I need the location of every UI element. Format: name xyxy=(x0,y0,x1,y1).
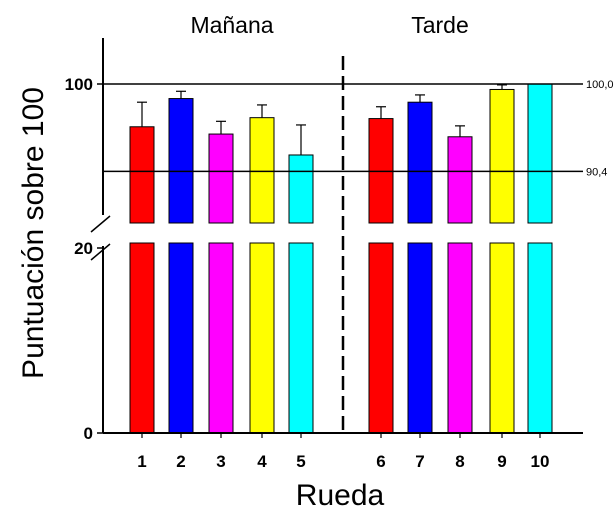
bar-3-lower xyxy=(208,242,234,434)
reference-line-label-0: 100,0 xyxy=(586,79,614,91)
y-tick-label-0: 0 xyxy=(84,424,93,443)
group-label-manana: Mañana xyxy=(190,12,273,38)
y-tick-label-100: 100 xyxy=(65,75,93,94)
x-tick-label-6: 6 xyxy=(376,452,385,471)
bar-7-upper xyxy=(407,101,433,224)
x-tick-label-2: 2 xyxy=(176,452,185,471)
bar-8-lower xyxy=(447,242,473,434)
bar-10-lower xyxy=(527,242,553,434)
axis-break-mark-bottom xyxy=(90,243,111,261)
x-tick-label-4: 4 xyxy=(257,452,267,471)
reference-lines-layer: 100,0 90,4 xyxy=(103,79,614,178)
x-tick-label-8: 8 xyxy=(455,452,464,471)
text-layer: Mañana Tarde Rueda Puntuación sobre 100 … xyxy=(17,12,549,510)
x-tick-label-5: 5 xyxy=(296,452,305,471)
bar-4-upper xyxy=(249,117,275,224)
bar-4-lower xyxy=(249,242,275,434)
x-tick-label-3: 3 xyxy=(216,452,225,471)
reference-line-label-1: 90,4 xyxy=(586,166,607,178)
axis-break-mark-top xyxy=(90,215,111,233)
x-tick-label-7: 7 xyxy=(415,452,424,471)
axes-layer xyxy=(90,38,584,438)
bar-6-lower xyxy=(368,242,394,434)
x-tick-label-9: 9 xyxy=(497,452,506,471)
axis-break-gap xyxy=(104,223,584,243)
bar-3-upper xyxy=(208,133,234,224)
group-label-tarde: Tarde xyxy=(411,12,469,38)
bar-1-upper xyxy=(129,126,155,224)
bar-2-lower xyxy=(168,242,194,434)
bar-8-upper xyxy=(447,136,473,224)
bar-7-lower xyxy=(407,242,433,434)
bar-5-upper xyxy=(288,154,314,224)
bar-10-upper xyxy=(527,83,553,224)
bar-2-upper xyxy=(168,98,194,224)
x-axis-title: Rueda xyxy=(296,479,385,510)
x-tick-label-10: 10 xyxy=(531,452,550,471)
bar-9-upper xyxy=(489,88,515,224)
y-tick-label-20: 20 xyxy=(74,239,93,258)
x-tick-label-1: 1 xyxy=(137,452,146,471)
bars-layer xyxy=(129,83,553,434)
bar-5-lower xyxy=(288,242,314,434)
y-axis-title: Puntuación sobre 100 xyxy=(17,87,50,379)
bar-1-lower xyxy=(129,242,155,434)
bar-9-lower xyxy=(489,242,515,434)
